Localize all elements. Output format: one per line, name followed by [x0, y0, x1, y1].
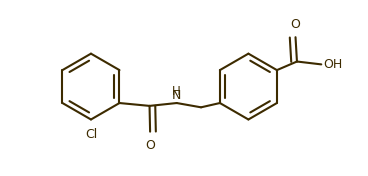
Text: O: O — [291, 18, 300, 31]
Text: H: H — [172, 85, 181, 98]
Text: OH: OH — [323, 58, 343, 71]
Text: Cl: Cl — [85, 127, 97, 140]
Text: O: O — [145, 139, 155, 152]
Text: N: N — [172, 89, 181, 102]
